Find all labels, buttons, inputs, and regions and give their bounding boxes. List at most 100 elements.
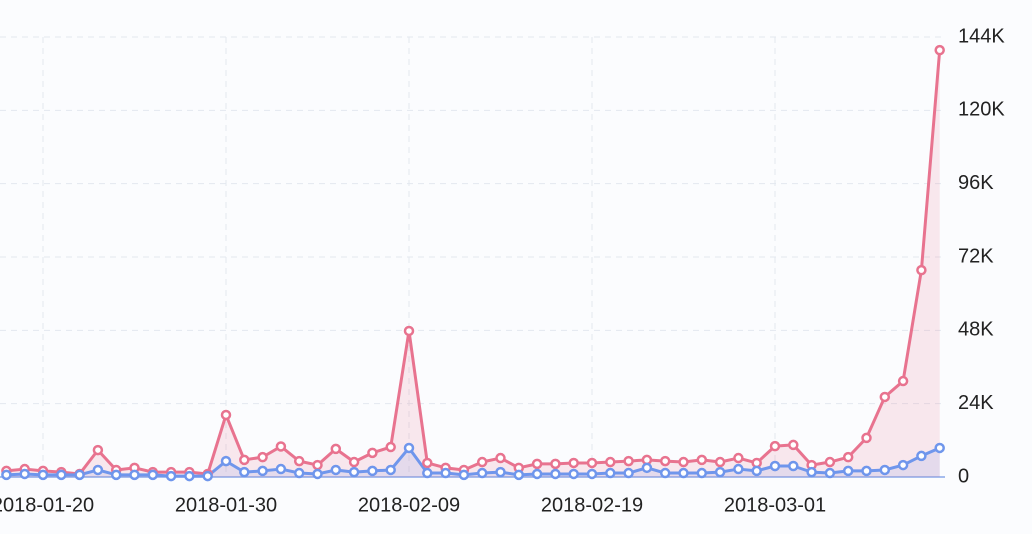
data-point [934,442,945,454]
data-point [605,467,616,479]
data-point [769,460,781,472]
data-point [879,464,891,476]
data-point [367,465,378,477]
data-point [842,465,854,477]
data-point [916,450,927,462]
y-tick-label: 24K [958,392,994,414]
data-point [586,468,598,480]
data-point [586,457,598,469]
x-tick-label: 2018-03-01 [724,494,826,516]
data-point [19,468,30,480]
data-point [696,454,708,466]
data-point [293,467,305,479]
data-point [531,468,543,480]
x-tick-label: 2018-02-09 [358,494,460,516]
data-point [842,451,854,463]
data-point [312,468,323,480]
data-point [422,457,433,469]
data-point [824,456,836,468]
data-point [275,463,287,475]
data-point [568,457,579,469]
data-point [257,465,268,477]
data-point [367,447,378,459]
data-point [129,469,140,481]
data-point [714,466,726,478]
data-point [257,451,268,463]
data-point [733,452,744,464]
data-point [934,44,945,56]
data-point [623,467,634,479]
data-point [422,467,433,479]
data-point [184,470,195,482]
x-tick-label: 2018-02-19 [541,494,643,516]
data-point [37,469,49,481]
data-point [348,466,360,478]
y-tick-label: 0 [958,465,969,487]
data-point [897,375,909,387]
data-point [861,465,872,477]
data-point [92,444,104,456]
data-point [239,466,250,478]
data-point [678,467,689,479]
data-point [56,469,67,481]
data-point [74,469,85,481]
data-point [678,456,689,468]
data-point [330,464,342,476]
data-point [293,455,305,467]
data-point [202,470,213,482]
data-point [476,467,488,479]
data-point [659,455,671,467]
data-point [769,440,781,452]
data-point [440,467,451,479]
data-point [605,456,616,468]
data-point [751,465,762,477]
data-point [824,467,836,479]
data-point [92,464,104,476]
data-point [275,441,287,452]
data-point [714,456,726,468]
series-line [6,446,941,478]
data-point [623,455,634,467]
series-line [6,50,942,476]
data-point [788,460,799,472]
data-point [110,469,122,481]
data-point [916,264,927,276]
data-point [312,459,323,471]
data-point [239,454,250,466]
x-tick-label: 2018-01-30 [175,494,277,516]
data-point [220,455,232,467]
data-point [897,459,909,471]
data-point [513,469,525,481]
series-area [6,50,940,478]
y-tick-label: 120K [958,99,1005,121]
data-point [476,456,488,468]
data-point [879,391,891,403]
data-point [806,466,817,478]
data-point [165,470,177,482]
data-point [861,432,872,444]
data-point [1,469,12,481]
data-point [659,467,671,479]
data-point [385,464,396,476]
data-point [348,456,360,468]
x-tick-label: 2018-01-20 [0,494,94,516]
data-point [696,467,708,479]
data-point [495,466,506,478]
data-point [403,442,415,454]
data-point [733,463,744,475]
data-point [220,409,232,421]
data-point [330,443,342,455]
data-point [531,458,543,470]
y-tick-label: 96K [958,172,994,194]
data-point [788,439,799,451]
data-point [458,469,470,481]
data-point [568,468,579,480]
data-point [641,462,653,474]
data-point [403,325,415,337]
data-point [495,452,506,464]
data-point [147,469,159,481]
data-point [550,458,561,470]
data-point [385,441,396,453]
